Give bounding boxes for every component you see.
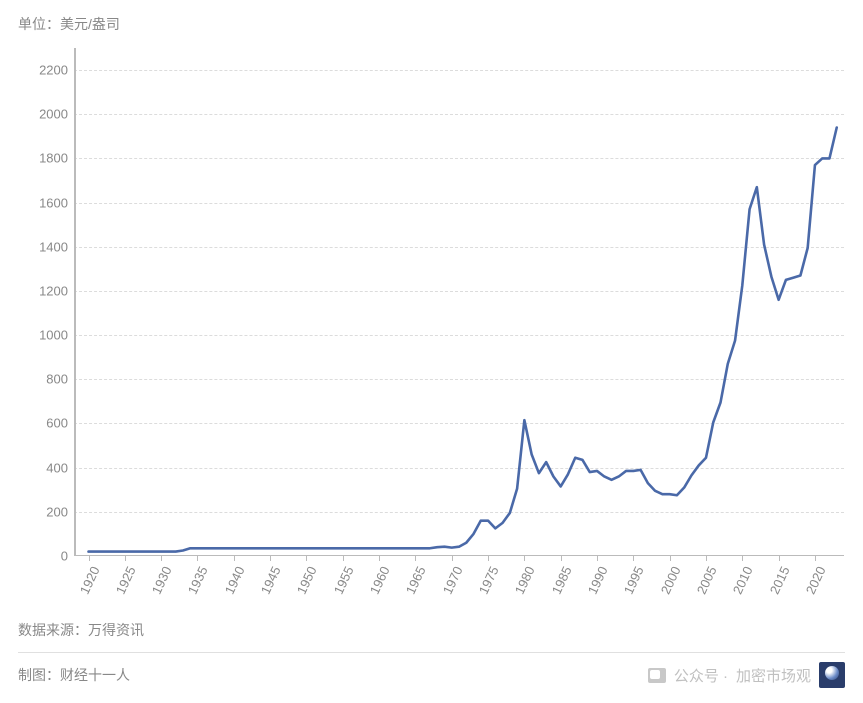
x-tick-label: 1930 (149, 564, 175, 597)
watermark: 公众号 · 加密市场观 (648, 662, 845, 688)
credit-row: 制图：财经十一人 公众号 · 加密市场观 (18, 662, 845, 688)
x-tick-label: 1985 (548, 564, 574, 597)
x-tick-label: 2020 (803, 564, 829, 597)
x-tick-label: 2010 (730, 564, 756, 597)
x-tick (415, 556, 416, 561)
x-tick-label: 1980 (512, 564, 538, 597)
x-tick-label: 2015 (766, 564, 792, 597)
y-tick-label: 1400 (18, 239, 68, 254)
credit-label: 制图：财经十一人 (18, 665, 130, 685)
y-tick-label: 2000 (18, 107, 68, 122)
x-tick (343, 556, 344, 561)
y-tick-label: 1200 (18, 283, 68, 298)
logo-icon (819, 662, 845, 688)
x-tick-label: 1990 (585, 564, 611, 597)
x-tick (597, 556, 598, 561)
plot-area (74, 48, 844, 556)
data-source-label: 数据来源：万得资讯 (18, 620, 144, 640)
x-tick (89, 556, 90, 561)
wechat-icon (648, 668, 666, 683)
x-tick (670, 556, 671, 561)
watermark-prefix: 公众号 · (674, 665, 728, 686)
y-tick-label: 0 (18, 549, 68, 564)
x-tick (815, 556, 816, 561)
x-tick (234, 556, 235, 561)
x-tick (633, 556, 634, 561)
x-tick-label: 1925 (113, 564, 139, 597)
x-tick (197, 556, 198, 561)
y-tick-label: 800 (18, 372, 68, 387)
price-series-path (89, 128, 837, 552)
x-tick-label: 1940 (222, 564, 248, 597)
x-tick-label: 1995 (621, 564, 647, 597)
x-tick-label: 1955 (331, 564, 357, 597)
y-tick-label: 200 (18, 504, 68, 519)
data-source-row: 数据来源：万得资讯 (18, 620, 845, 653)
x-tick-label: 2005 (694, 564, 720, 597)
watermark-name: 加密市场观 (736, 665, 811, 686)
unit-label: 单位：美元/盎司 (18, 14, 120, 34)
x-tick-label: 1960 (367, 564, 393, 597)
x-tick (742, 556, 743, 561)
x-tick (452, 556, 453, 561)
x-tick (706, 556, 707, 561)
y-tick-label: 1800 (18, 151, 68, 166)
y-tick-label: 2200 (18, 63, 68, 78)
x-tick-label: 1920 (76, 564, 102, 597)
y-tick-label: 1000 (18, 328, 68, 343)
x-tick (125, 556, 126, 561)
y-tick-label: 1600 (18, 195, 68, 210)
x-tick-label: 1965 (403, 564, 429, 597)
x-tick (270, 556, 271, 561)
x-tick-label: 1945 (258, 564, 284, 597)
x-tick (306, 556, 307, 561)
x-tick (488, 556, 489, 561)
x-tick (379, 556, 380, 561)
x-tick-label: 1935 (185, 564, 211, 597)
x-tick (779, 556, 780, 561)
price-line (74, 48, 844, 556)
x-tick (561, 556, 562, 561)
y-tick-label: 400 (18, 460, 68, 475)
x-tick-label: 1970 (440, 564, 466, 597)
x-tick (161, 556, 162, 561)
x-tick (524, 556, 525, 561)
y-tick-label: 600 (18, 416, 68, 431)
x-tick-label: 1950 (294, 564, 320, 597)
x-tick-label: 2000 (657, 564, 683, 597)
x-tick-label: 1975 (476, 564, 502, 597)
chart-container: 0 200 400 600 800 1000 1200 1400 1600 1800 2000 220… (18, 40, 848, 600)
